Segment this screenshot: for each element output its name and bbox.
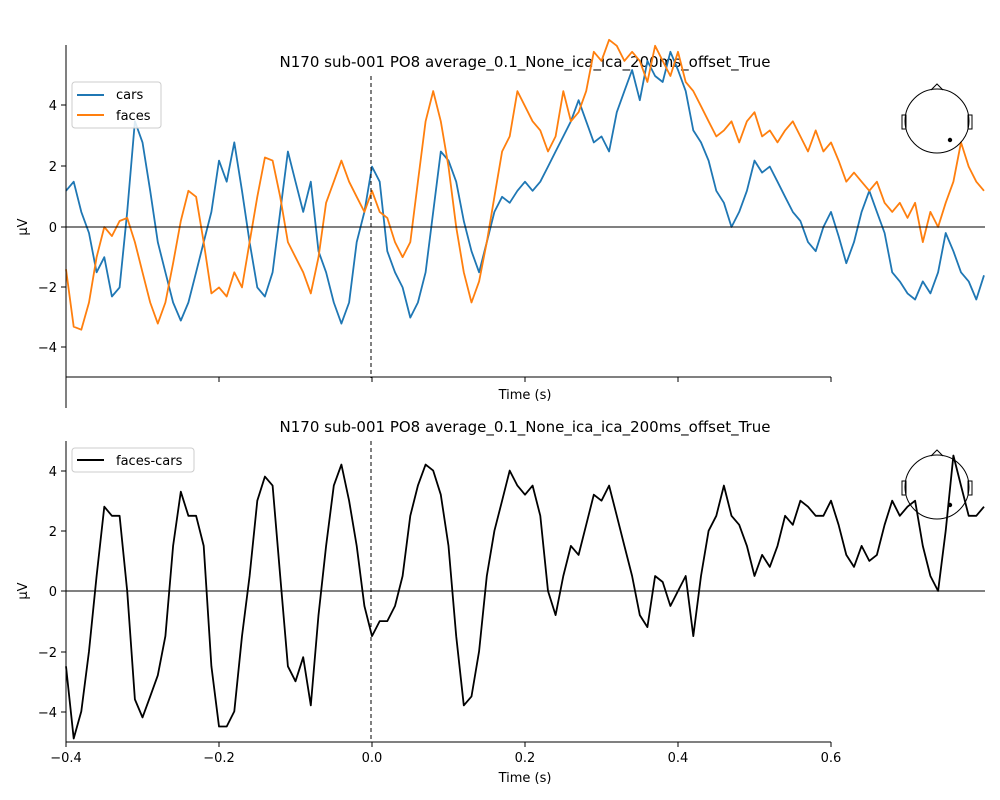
top-legend-label-faces: faces [116, 109, 151, 124]
bottom-y-tick-label: 0 [49, 585, 57, 600]
top-panel: N170 sub-001 PO8 average_0.1_None_ica_ic… [16, 38, 985, 408]
bottom-x-axis-label: Time (s) [498, 771, 552, 786]
top-legend-label-cars: cars [116, 88, 143, 103]
bottom-x-tick-label: 0.6 [821, 751, 842, 766]
top-y-ticks: −4 −2 0 2 4 [38, 99, 66, 356]
bottom-x-tick-label: 0.0 [362, 751, 383, 766]
bottom-y-ticks: −4 −2 0 2 4 [38, 465, 66, 721]
bottom-legend-label-faces-cars: faces-cars [116, 454, 183, 469]
bottom-series-line-faces-cars [65, 454, 985, 740]
bottom-y-tick-label: 2 [49, 525, 57, 540]
bottom-y-tick-label: 4 [49, 465, 57, 480]
top-y-tick-label: 2 [49, 160, 57, 175]
bottom-x-tick-label: −0.2 [203, 751, 235, 766]
bottom-legend: faces-cars [71, 447, 195, 473]
top-y-tick-label: 0 [49, 221, 57, 236]
bottom-y-tick-label: −4 [38, 706, 57, 721]
top-legend: cars faces [71, 81, 162, 129]
bottom-sensor-head-icon [901, 449, 973, 520]
top-y-axis-label: µV [16, 218, 31, 235]
top-y-tick-label: −4 [38, 341, 57, 356]
bottom-series-group [65, 454, 985, 740]
top-sensor-head-icon [901, 83, 973, 154]
bottom-x-ticks: −0.4 −0.2 0.0 0.2 0.4 0.6 [50, 742, 841, 766]
bottom-title: N170 sub-001 PO8 average_0.1_None_ica_ic… [280, 418, 771, 437]
bottom-x-tick-label: 0.2 [515, 751, 536, 766]
top-title: N170 sub-001 PO8 average_0.1_None_ica_ic… [280, 53, 771, 72]
top-series-group [65, 38, 985, 331]
bottom-y-axis-label: µV [16, 582, 31, 599]
top-legend-box [71, 81, 162, 129]
bottom-legend-box [71, 447, 195, 473]
top-y-tick-label: −2 [38, 281, 57, 296]
bottom-y-tick-label: −2 [38, 646, 57, 661]
top-x-ticks [65, 377, 832, 382]
top-x-axis-label: Time (s) [498, 388, 552, 403]
top-series-line-cars [65, 50, 985, 325]
bottom-panel: N170 sub-001 PO8 average_0.1_None_ica_ic… [16, 418, 985, 786]
bottom-x-tick-label: 0.4 [668, 751, 689, 766]
bottom-x-tick-label: −0.4 [50, 751, 82, 766]
top-series-line-faces [65, 38, 985, 331]
top-y-tick-label: 4 [49, 99, 57, 114]
